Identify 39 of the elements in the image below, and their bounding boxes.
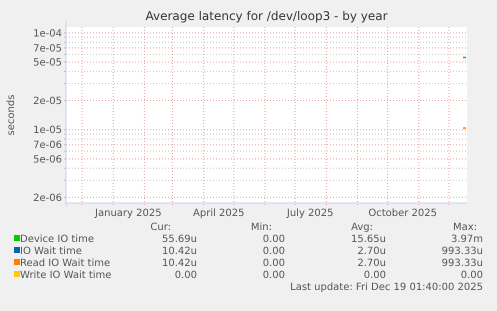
y-tick-label: 1e-04 [33, 28, 62, 40]
chart-title: Average latency for /dev/loop3 - by year [145, 9, 388, 23]
text: 0.00 [460, 270, 483, 281]
text: Last update: Fri Dec 19 01:40:00 2025 [290, 282, 483, 293]
text: 0.00 [262, 246, 285, 257]
y-tick-label: 1e-05 [33, 125, 62, 136]
x-tick-label: July 2025 [286, 208, 334, 219]
text: Min: [250, 222, 272, 233]
y-tick-label: 5e-06 [33, 154, 62, 166]
text: 0.00 [364, 270, 386, 281]
text: 0.00 [262, 234, 285, 245]
legend-label: Read IO Wait time [20, 258, 110, 269]
x-tick-label: April 2025 [193, 208, 245, 219]
y-axis-title: seconds [6, 94, 17, 136]
x-tick-label: January 2025 [94, 208, 162, 219]
text: 2.70u [357, 246, 386, 257]
text: Avg: [351, 222, 373, 233]
y-tick-label: 5e-05 [33, 58, 62, 69]
y-tick-label: 2e-06 [33, 192, 62, 204]
text: Cur: [150, 222, 171, 233]
y-tick-label: 7e-06 [33, 140, 62, 152]
text: 10.42u [162, 246, 197, 257]
text: Max: [452, 222, 477, 233]
text: 3.97m [450, 234, 483, 245]
text: 993.33u [442, 258, 483, 269]
legend-label: IO Wait time [20, 246, 82, 257]
text: 0.00 [174, 270, 197, 281]
text: 993.33u [442, 246, 483, 257]
text: 0.00 [262, 270, 285, 281]
text: 0.00 [262, 258, 285, 269]
text: 15.65u [351, 234, 386, 245]
y-tick-label: 7e-05 [33, 43, 62, 54]
x-tick-label: October 2025 [368, 208, 438, 219]
text: 2.70u [357, 258, 386, 269]
legend-label: Device IO time [20, 234, 94, 245]
text: 55.69u [162, 234, 197, 245]
y-tick-label: 2e-05 [33, 96, 62, 108]
legend-label: Write IO Wait time [20, 270, 112, 281]
text: 10.42u [162, 258, 197, 269]
